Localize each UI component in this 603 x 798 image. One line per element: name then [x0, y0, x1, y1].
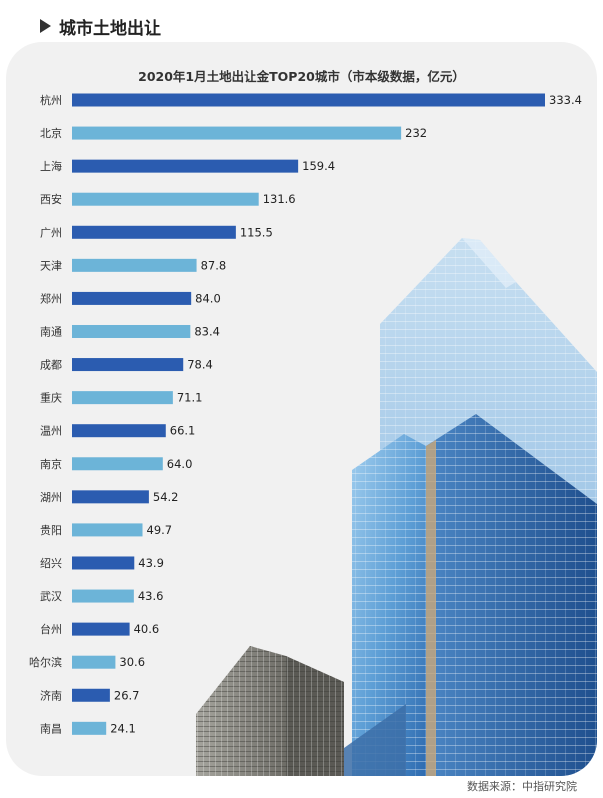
- value-label: 66.1: [170, 424, 196, 438]
- skyscraper-illustration: [196, 238, 597, 776]
- value-label: 43.6: [138, 589, 164, 603]
- value-label: 43.9: [138, 556, 164, 570]
- category-label: 武汉: [40, 590, 62, 603]
- category-label: 绍兴: [40, 556, 62, 570]
- bar: [72, 457, 163, 471]
- category-label: 杭州: [40, 93, 62, 107]
- category-label: 湖州: [40, 491, 62, 504]
- value-label: 131.6: [263, 192, 296, 206]
- value-label: 115.5: [240, 225, 273, 239]
- value-label: 232: [405, 126, 427, 140]
- value-label: 40.6: [134, 622, 160, 636]
- category-label: 北京: [40, 126, 62, 140]
- bar: [72, 721, 107, 735]
- bar: [72, 424, 166, 438]
- chart-title: 2020年1月土地出让金TOP20城市（市本级数据，亿元）: [138, 69, 465, 84]
- category-label: 郑州: [40, 291, 62, 305]
- category-label: 南昌: [40, 722, 62, 735]
- bar: [72, 159, 299, 173]
- value-label: 71.1: [177, 391, 203, 405]
- bar: [72, 523, 143, 537]
- bar: [72, 490, 149, 504]
- section-title: 城市土地出让: [59, 18, 161, 39]
- value-label: 24.1: [110, 721, 136, 735]
- bar: [72, 192, 259, 206]
- value-label: 30.6: [119, 655, 145, 669]
- bar: [72, 126, 402, 140]
- category-label: 哈尔滨: [29, 655, 62, 669]
- value-label: 49.7: [147, 523, 173, 537]
- value-label: 84.0: [195, 291, 221, 305]
- value-label: 159.4: [302, 159, 335, 173]
- section-header: 城市土地出让: [40, 14, 161, 39]
- category-label: 南通: [40, 325, 62, 338]
- triangle-bullet-icon: [40, 19, 51, 33]
- category-label: 天津: [40, 259, 62, 272]
- bar: [72, 258, 197, 272]
- value-label: 54.2: [153, 490, 179, 504]
- category-label: 重庆: [40, 391, 62, 405]
- category-label: 济南: [40, 688, 62, 702]
- category-label: 成都: [40, 359, 62, 372]
- bar: [72, 324, 191, 338]
- value-label: 83.4: [194, 324, 220, 338]
- bar: [72, 556, 135, 570]
- value-label: 333.4: [549, 93, 582, 107]
- category-label: 上海: [40, 159, 62, 173]
- bar: [72, 291, 192, 305]
- value-label: 64.0: [167, 457, 193, 471]
- bar: [72, 688, 110, 702]
- value-label: 78.4: [187, 358, 213, 372]
- value-label: 87.8: [201, 258, 227, 272]
- bar: [72, 225, 236, 239]
- bar: [72, 589, 134, 603]
- bar: [72, 655, 116, 669]
- bar: [72, 622, 130, 636]
- bar: [72, 391, 173, 405]
- bar: [72, 358, 184, 372]
- category-label: 南京: [40, 457, 62, 471]
- data-source: 数据来源：中指研究院: [467, 780, 577, 793]
- category-label: 广州: [40, 226, 62, 239]
- category-label: 温州: [40, 425, 62, 438]
- bar: [72, 93, 545, 107]
- value-label: 26.7: [114, 688, 140, 702]
- category-label: 西安: [40, 192, 62, 206]
- category-label: 贵阳: [40, 524, 62, 537]
- category-label: 台州: [40, 622, 62, 636]
